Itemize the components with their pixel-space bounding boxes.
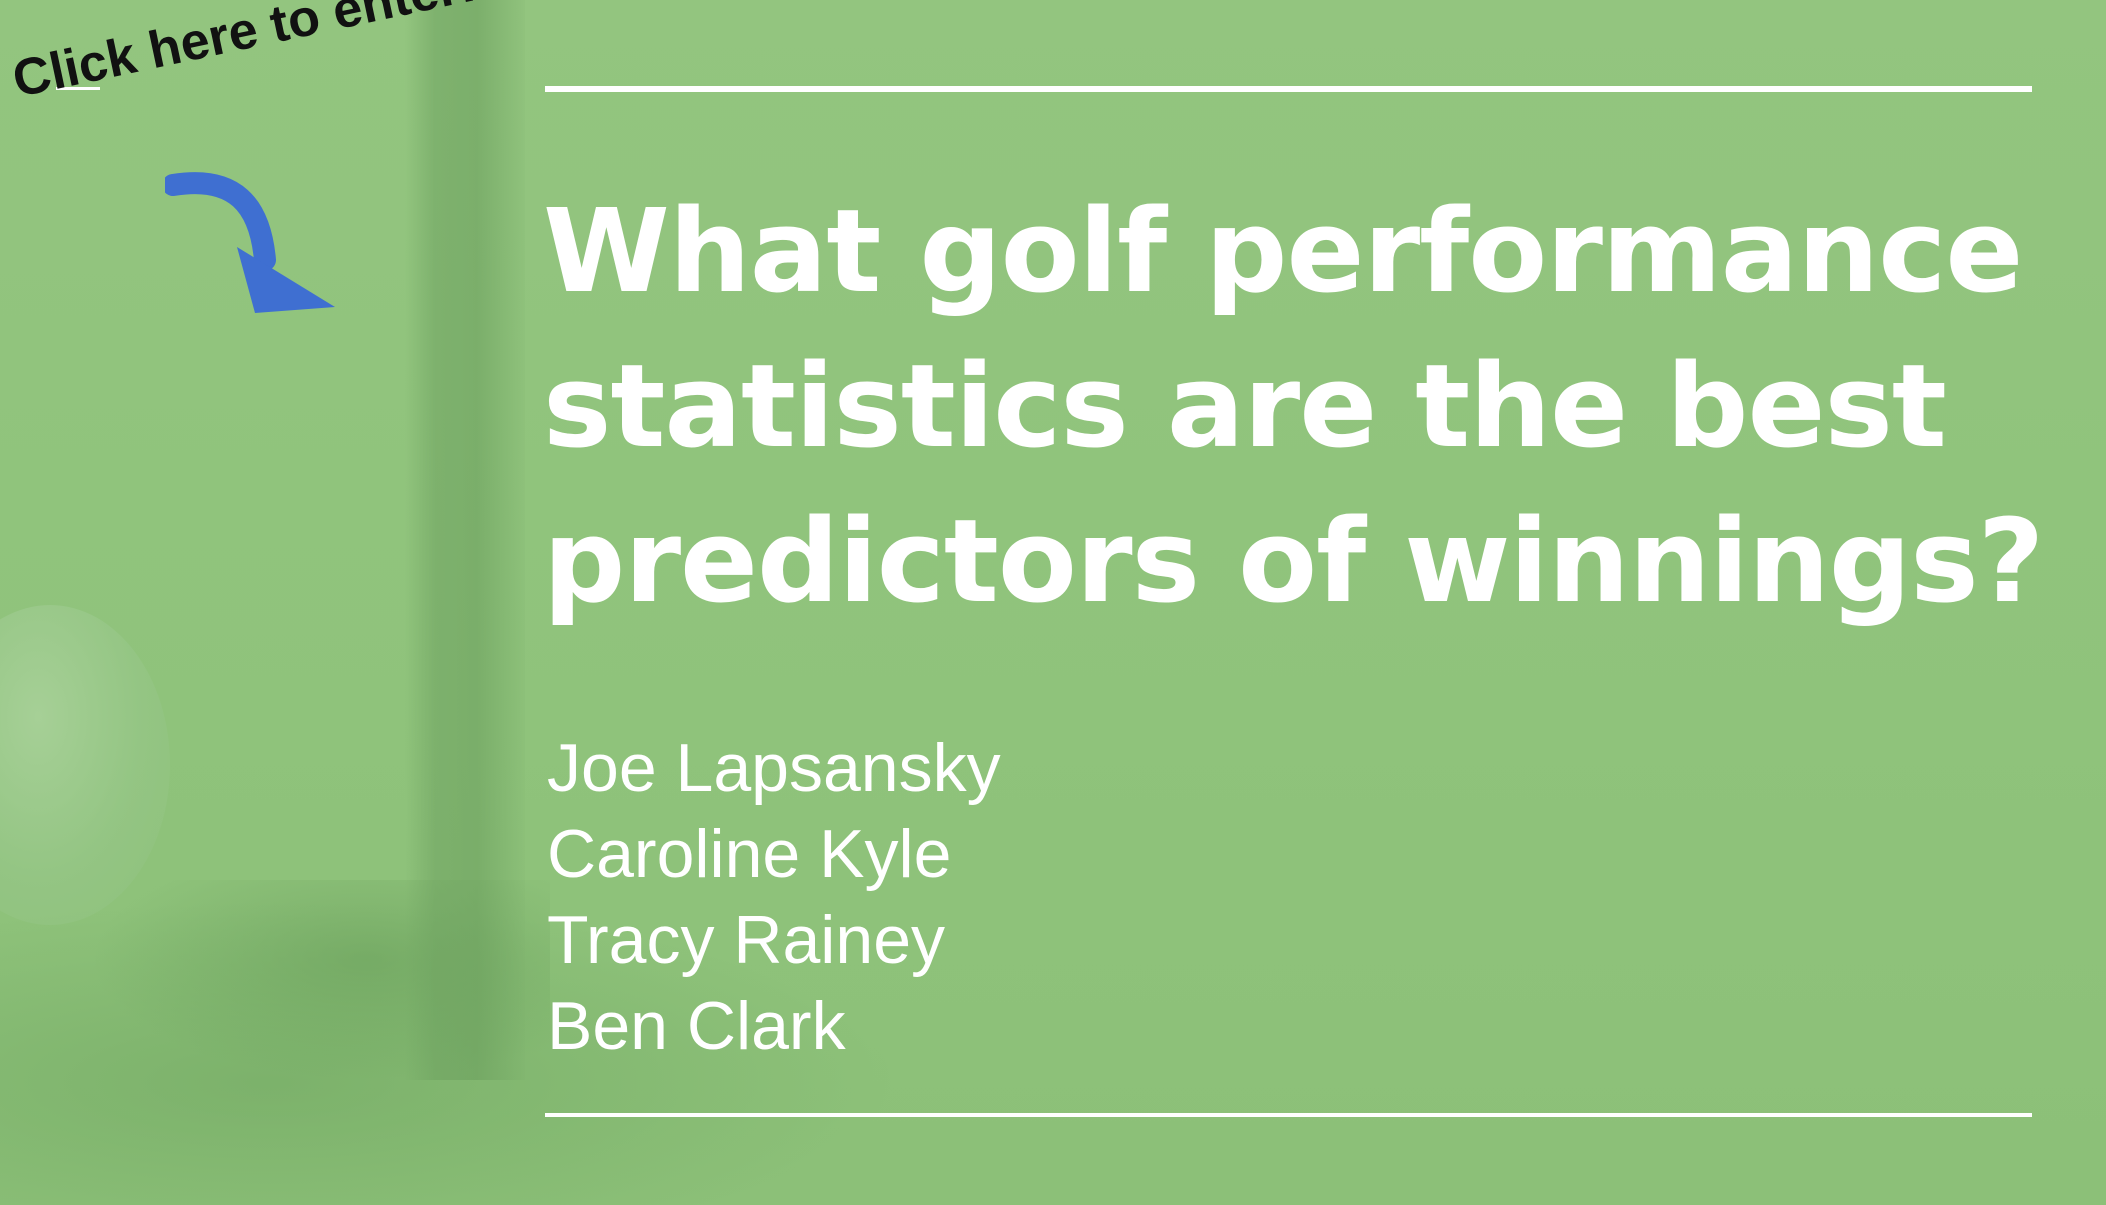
curved-arrow-down-right-icon[interactable] <box>165 165 355 325</box>
background-flagstick <box>405 0 525 1080</box>
slide-title: What golf performance statistics are the… <box>543 175 2063 640</box>
author-list: Joe Lapsansky Caroline Kyle Tracy Rainey… <box>547 725 1001 1069</box>
author-name: Ben Clark <box>547 988 846 1064</box>
title-line: statistics are the best <box>543 340 1947 474</box>
decorative-dash <box>56 87 100 90</box>
title-line: What golf performance <box>543 185 2023 319</box>
background-golf-ball <box>0 605 170 925</box>
top-divider <box>545 86 2032 92</box>
bottom-divider <box>545 1113 2032 1117</box>
author-name: Tracy Rainey <box>547 902 946 978</box>
author-name: Joe Lapsansky <box>547 730 1001 806</box>
title-line: predictors of winnings? <box>543 495 2044 629</box>
author-name: Caroline Kyle <box>547 816 952 892</box>
